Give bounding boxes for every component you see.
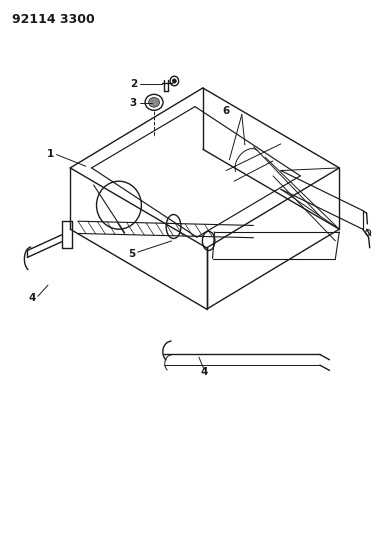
Text: 6: 6 (223, 106, 230, 116)
Text: 1: 1 (47, 149, 54, 158)
Ellipse shape (149, 98, 160, 107)
Ellipse shape (172, 79, 176, 83)
Text: 92114 3300: 92114 3300 (12, 13, 94, 26)
Text: 5: 5 (128, 249, 135, 259)
Text: 2: 2 (130, 79, 137, 88)
Text: 4: 4 (29, 294, 36, 303)
Text: 4: 4 (200, 367, 207, 377)
Text: 3: 3 (130, 99, 137, 108)
